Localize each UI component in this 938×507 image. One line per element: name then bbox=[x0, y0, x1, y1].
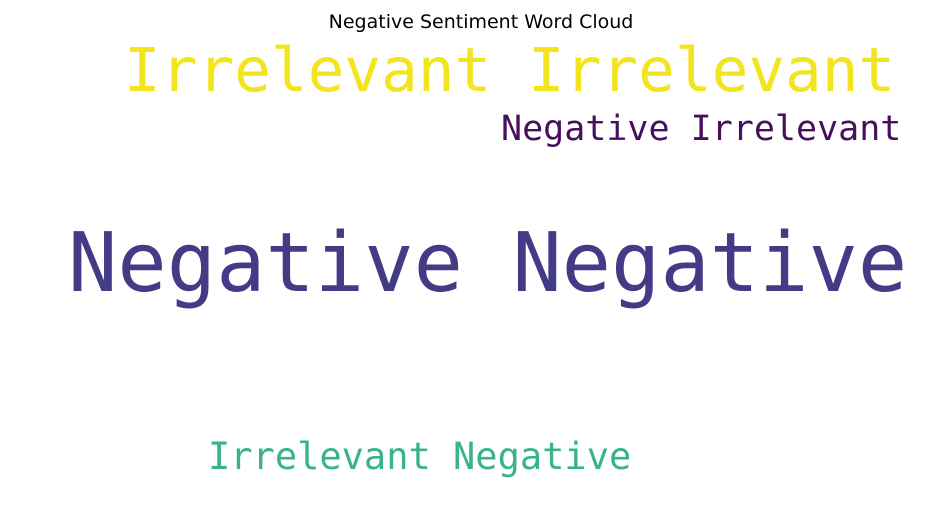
word-phrase: Irrelevant Negative bbox=[208, 435, 632, 478]
word-phrase: Negative Irrelevant bbox=[501, 109, 902, 149]
word-phrase: Irrelevant Irrelevant bbox=[124, 35, 896, 106]
figure-title: Negative Sentiment Word Cloud bbox=[328, 11, 634, 33]
word-phrase: Negative Negative bbox=[68, 216, 908, 311]
